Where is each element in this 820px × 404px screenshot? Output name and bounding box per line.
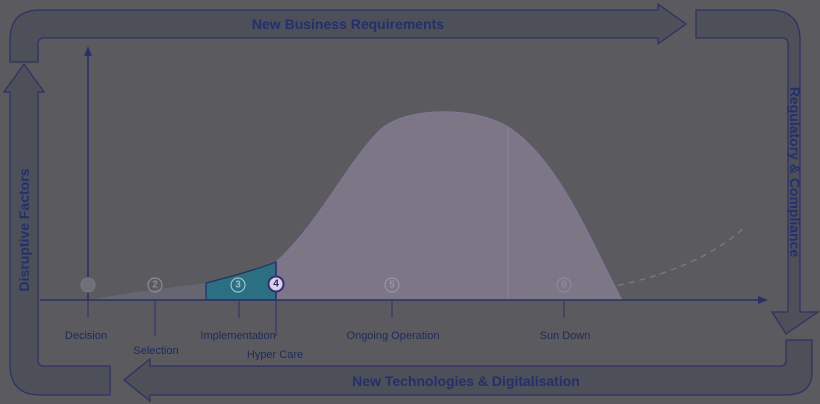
phase-number-markers: 1 2 3 4 5 6 (80, 275, 572, 293)
y-axis-arrowhead (84, 46, 92, 56)
phase-4-number: 4 (273, 279, 279, 290)
frame-label-left: Disruptive Factors (16, 168, 32, 291)
phase-6-circle (556, 277, 572, 293)
bottom-arrow (122, 339, 813, 403)
x-axis-arrowhead (758, 296, 768, 304)
frame-label-bottom: New Technologies & Digitalisation (352, 373, 580, 389)
phase-3-number: 3 (235, 280, 241, 291)
phase-2-number: 2 (152, 280, 158, 291)
phase-4-circle (267, 275, 285, 293)
early-phase-area (88, 283, 206, 300)
trend-dashed-line (519, 225, 747, 301)
phase-2-circle (147, 277, 163, 293)
implementation-area (205, 261, 277, 301)
phase-ticks (87, 300, 565, 336)
phase-5-number: 5 (389, 280, 395, 291)
label-implementation: Implementation (200, 330, 275, 342)
frame-label-top: New Business Requirements (252, 16, 444, 32)
phase-6-number: 6 (561, 280, 567, 291)
phase-1-number: 1 (85, 280, 91, 291)
label-sun-down: Sun Down (540, 330, 591, 342)
frame-label-right: Regulatory & Compliance (787, 87, 803, 258)
phase-3-circle (230, 277, 246, 293)
phase-1-circle (80, 277, 96, 293)
label-ongoing-operation: Ongoing Operation (347, 330, 440, 342)
label-selection: Selection (133, 345, 178, 357)
left-arrow (2, 62, 111, 396)
phase-5-circle (384, 277, 400, 293)
label-hyper-care: Hyper Care (247, 349, 303, 361)
label-decision: Decision (65, 330, 107, 342)
lifecycle-curve (275, 111, 623, 301)
top-arrow (9, 2, 688, 63)
right-arrow (695, 9, 820, 335)
